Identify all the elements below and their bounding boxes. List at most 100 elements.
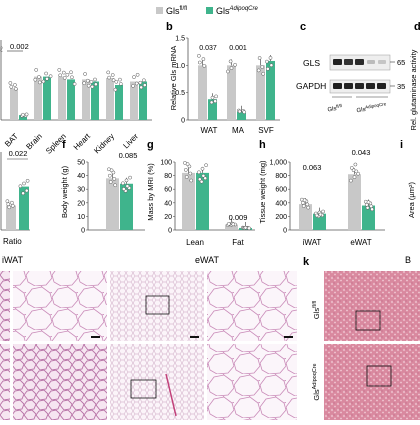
data-point (132, 75, 136, 79)
bar-panel-b-2-1 (266, 60, 275, 120)
data-point (118, 82, 123, 86)
panel-h-letter: h (259, 139, 266, 151)
bar-panel-b-0-1 (208, 99, 217, 121)
panel-a-label-bat: BAT (3, 132, 20, 149)
data-point (112, 177, 117, 181)
data-point (114, 79, 119, 84)
panel-f-bars (106, 167, 133, 231)
data-point (70, 75, 74, 80)
data-point (366, 200, 371, 205)
panel-j-title-ewat: eWAT (195, 255, 220, 265)
panel-h-cat-iwat: iWAT (303, 238, 322, 247)
data-point (106, 70, 111, 75)
data-point (138, 80, 143, 85)
panel-b-pvalue-ma: 0.001 (229, 45, 247, 52)
data-point (33, 77, 38, 82)
legend-swatch-flfl (156, 7, 163, 14)
data-point (83, 72, 87, 76)
bar-panel-a-3-0 (82, 79, 90, 120)
scale-bar (190, 336, 199, 338)
data-point (86, 83, 91, 88)
panel-b-pvalue-wat: 0.037 (199, 45, 217, 52)
panel-a-label-kidney: Kidney (92, 132, 116, 156)
panel-g: g Mass by MRI (%) 0 20 40 60 80 100 0.009 Lea… (146, 139, 255, 247)
panel-i: i Area (µm²) (400, 139, 416, 218)
panel-b-cat-svf: SVF (258, 126, 274, 135)
panel-c-row-gls: GLS (303, 58, 320, 68)
panel-a-label-liver: Liver (121, 132, 140, 151)
data-point (189, 178, 194, 183)
bar-panel-f-0-1 (120, 183, 133, 230)
panel-f-ylabel: Body weight (g) (60, 165, 69, 218)
data-point (242, 110, 247, 114)
data-point (197, 177, 202, 182)
bar-panel-e-1 (19, 186, 29, 230)
bar-panel-a-4-1 (115, 85, 123, 120)
panel-b-tick-label: 1.0 (175, 63, 185, 70)
panel-g-cat-lean: Lean (186, 238, 204, 247)
data-point (188, 171, 193, 176)
data-point (6, 202, 11, 207)
legend: Glsfl/fl GlsAdipoqCre (156, 6, 259, 16)
data-point (202, 64, 207, 68)
data-point (268, 56, 273, 60)
panel-h-pvalue-iwat: 0.063 (303, 163, 322, 172)
bar-panel-a-3-1 (91, 81, 99, 120)
zoom-box (130, 379, 157, 399)
panel-c-row-gapdh: GAPDH (296, 81, 326, 91)
data-point (184, 175, 189, 179)
panel-c-mw-35: 35 (397, 82, 405, 91)
data-point (269, 63, 274, 68)
panel-a-bars (8, 68, 147, 120)
data-point (321, 209, 325, 214)
panel-f-tick-label: 0 (81, 228, 85, 235)
histology-iwat-cre (13, 344, 107, 420)
data-point (37, 80, 42, 85)
data-point (354, 169, 359, 174)
data-point (139, 85, 144, 90)
panel-k-title-fragment: B (405, 255, 411, 265)
data-point (228, 59, 233, 64)
data-point (213, 99, 218, 104)
panel-g-tick-label: 60 (164, 187, 172, 194)
panel-f-pvalue: 0.085 (119, 151, 138, 160)
data-point (37, 75, 41, 79)
data-point (370, 207, 374, 212)
bar-panel-a-1-1 (43, 76, 51, 120)
panel-h-bars (299, 162, 375, 231)
panel-h-tick-label: 400 (275, 200, 287, 207)
data-point (85, 78, 90, 83)
panel-g-tick-label: 40 (164, 200, 172, 207)
panel-b-tick-label: 1.5 (175, 36, 185, 43)
data-point (65, 72, 70, 77)
data-point (107, 75, 111, 80)
data-point (125, 184, 130, 188)
data-point (260, 65, 265, 69)
panel-h-tick-label: 200 (275, 214, 287, 221)
data-point (45, 76, 49, 81)
data-point (5, 199, 10, 204)
data-point (201, 173, 206, 178)
panel-g-axis: 0 20 40 60 80 100 (160, 160, 255, 235)
bar-panel-a-2-1 (67, 79, 75, 120)
data-point (183, 168, 188, 172)
bar-panel-a-1-0 (34, 76, 42, 120)
panel-j: iWAT eWAT (0, 255, 297, 420)
panel-g-tick-label: 80 (164, 173, 172, 180)
panel-h-tick-label: 0 (283, 228, 287, 235)
panel-f-tick-label: 10 (77, 214, 85, 221)
scale-bar (91, 336, 100, 338)
data-point (365, 205, 370, 210)
data-point (302, 198, 307, 203)
panel-a-label-heart: Heart (72, 131, 93, 152)
data-point (121, 187, 126, 191)
data-point (197, 170, 201, 175)
data-point (34, 68, 39, 72)
data-point (21, 112, 25, 117)
data-point (109, 168, 114, 173)
bar-panel-a-2-0 (58, 76, 66, 120)
data-point (199, 179, 204, 184)
data-point (203, 176, 208, 181)
data-point (24, 188, 29, 193)
bar-panel-a-5-0 (130, 81, 138, 120)
